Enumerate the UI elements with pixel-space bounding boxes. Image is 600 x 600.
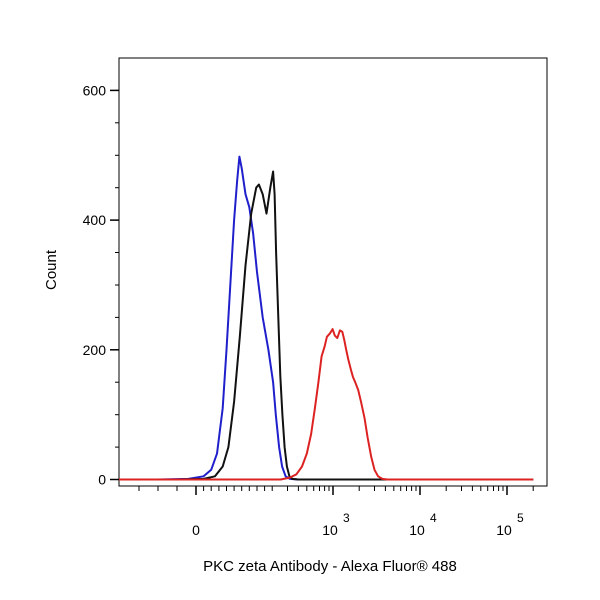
y-tick-label: 400	[83, 212, 107, 228]
series-line-1	[119, 155, 534, 481]
series-line-3	[119, 328, 534, 481]
x-tick-exponent: 4	[430, 511, 437, 525]
x-tick-label: 10	[496, 522, 512, 538]
x-axis: 0 10 3 10 4 10 5	[138, 486, 534, 538]
x-tick-exponent: 3	[343, 511, 350, 525]
plot-frame	[118, 57, 548, 487]
y-axis: 0 200 400 600	[83, 82, 119, 488]
x-tick-label: 0	[192, 522, 200, 538]
x-tick-exponent: 5	[517, 511, 524, 525]
x-tick-label: 10	[409, 522, 425, 538]
x-tick-label: 10	[322, 522, 338, 538]
series-line-2	[119, 170, 534, 481]
x-axis-label: PKC zeta Antibody - Alexa Fluor® 488	[203, 558, 457, 575]
y-tick-label: 0	[98, 472, 106, 488]
y-tick-label: 600	[83, 82, 107, 98]
y-tick-label: 200	[83, 342, 107, 358]
y-axis-label: Count	[43, 249, 60, 290]
series-layer	[119, 155, 534, 481]
